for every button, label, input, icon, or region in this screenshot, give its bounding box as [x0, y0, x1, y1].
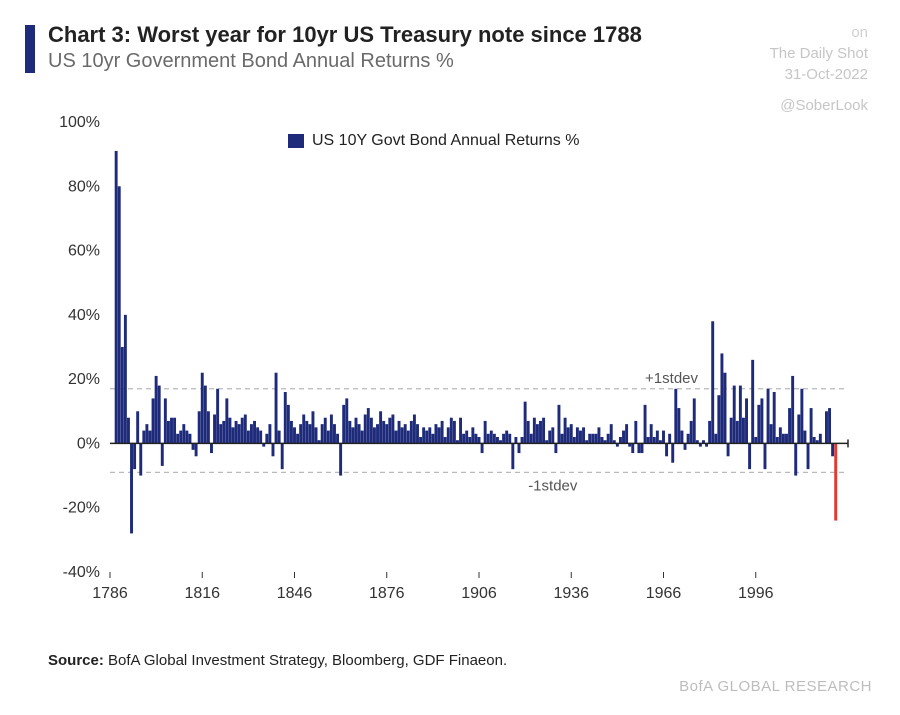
source-prefix: Source: — [48, 652, 104, 669]
svg-text:1816: 1816 — [184, 585, 220, 602]
svg-text:20%: 20% — [68, 371, 100, 388]
chart-svg: -40% -20% 0% 20% 40% 60% 80% 100% 1786 1816 1846 18… — [48, 112, 858, 612]
svg-text:100%: 100% — [59, 114, 100, 131]
watermark-line1: The Daily Shot — [770, 43, 868, 64]
title-block: Chart 3: Worst year for 10yr US Treasury… — [48, 22, 642, 73]
chart-subtitle: US 10yr Government Bond Annual Returns % — [48, 50, 642, 73]
svg-text:0%: 0% — [77, 435, 100, 452]
legend-label: US 10Y Govt Bond Annual Returns % — [312, 132, 579, 150]
title-accent-bar — [25, 25, 35, 73]
source-line: Source: BofA Global Investment Strategy,… — [48, 652, 507, 669]
svg-text:60%: 60% — [68, 243, 100, 260]
svg-text:-1stdev: -1stdev — [528, 477, 578, 494]
svg-text:1936: 1936 — [553, 585, 589, 602]
source-text: BofA Global Investment Strategy, Bloombe… — [108, 652, 507, 669]
watermark-on: on — [770, 22, 868, 43]
chart-area: US 10Y Govt Bond Annual Returns % -40% -2… — [48, 112, 858, 612]
svg-text:1786: 1786 — [92, 585, 128, 602]
legend-swatch-icon — [288, 134, 304, 148]
svg-text:1996: 1996 — [738, 585, 774, 602]
svg-text:1966: 1966 — [646, 585, 682, 602]
svg-text:1876: 1876 — [369, 585, 405, 602]
svg-text:1906: 1906 — [461, 585, 497, 602]
chart-title: Chart 3: Worst year for 10yr US Treasury… — [48, 22, 642, 48]
footer-brand: BofA GLOBAL RESEARCH — [679, 678, 872, 695]
svg-text:80%: 80% — [68, 178, 100, 195]
svg-text:1846: 1846 — [277, 585, 313, 602]
svg-text:+1stdev: +1stdev — [645, 370, 698, 387]
watermark: on The Daily Shot 31-Oct-2022 @SoberLook — [770, 22, 868, 116]
svg-text:-40%: -40% — [63, 564, 100, 581]
svg-text:-20%: -20% — [63, 500, 100, 517]
legend: US 10Y Govt Bond Annual Returns % — [288, 132, 579, 150]
chart-page: Chart 3: Worst year for 10yr US Treasury… — [0, 0, 900, 715]
svg-text:40%: 40% — [68, 307, 100, 324]
watermark-line2: 31-Oct-2022 — [770, 64, 868, 85]
